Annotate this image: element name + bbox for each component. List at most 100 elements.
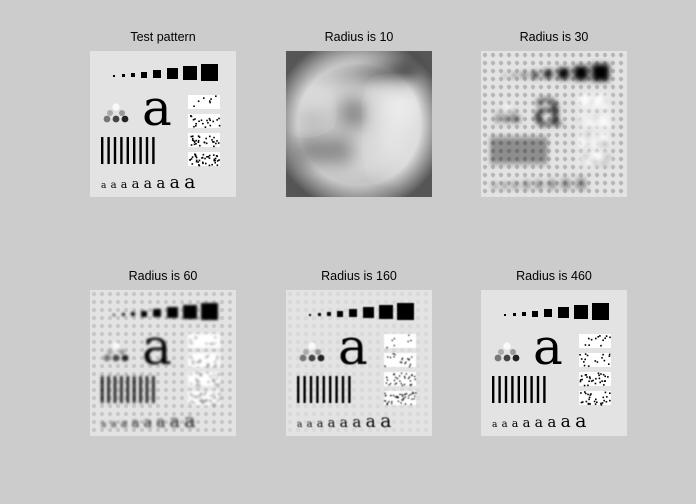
svg-text:a: a — [523, 416, 531, 431]
test-square — [183, 66, 197, 80]
svg-text:a: a — [101, 181, 107, 191]
svg-text:a: a — [492, 181, 498, 191]
test-square — [574, 66, 588, 80]
panel-title: Radius is 160 — [321, 269, 397, 283]
svg-text:a: a — [307, 419, 313, 430]
test-square — [131, 73, 135, 77]
svg-text:a: a — [352, 413, 361, 431]
panel-title: Radius is 460 — [516, 269, 592, 283]
svg-text:a: a — [121, 417, 128, 430]
test-square — [183, 305, 197, 319]
svg-text:a: a — [297, 420, 303, 430]
svg-text:a: a — [101, 420, 107, 430]
test-square — [522, 312, 526, 316]
test-square — [122, 74, 125, 77]
panel-title: Radius is 60 — [128, 269, 198, 283]
svg-text:a: a — [575, 171, 586, 193]
svg-text:a: a — [132, 416, 140, 431]
test-square — [122, 313, 125, 316]
test-square — [532, 311, 538, 317]
test-square — [513, 74, 516, 77]
svg-text:a: a — [535, 176, 543, 192]
test-square — [153, 309, 161, 317]
test-pattern-image: aa a a a a a a a — [90, 51, 236, 197]
test-square — [574, 305, 588, 319]
test-square — [167, 68, 178, 79]
test-square — [592, 303, 609, 320]
test-square — [504, 314, 506, 316]
panel-title: Radius is 10 — [324, 30, 394, 44]
test-square — [318, 313, 321, 316]
test-square — [558, 307, 569, 318]
test-square — [592, 64, 609, 81]
svg-text:a: a — [533, 79, 563, 137]
svg-text:a: a — [340, 415, 348, 431]
test-square — [558, 68, 569, 79]
svg-text:a: a — [111, 419, 117, 430]
svg-text:a: a — [121, 178, 128, 191]
test-square — [379, 305, 393, 319]
svg-text:a: a — [561, 173, 571, 193]
svg-text:a: a — [366, 412, 376, 432]
svg-text:a: a — [512, 178, 519, 191]
svg-text:a: a — [328, 416, 336, 431]
filtered-image-radius-460: aa a a a a a a a — [481, 290, 627, 436]
test-square — [544, 309, 552, 317]
panel-title: Radius is 30 — [519, 30, 589, 44]
svg-text:a: a — [142, 79, 172, 137]
svg-text:a: a — [144, 176, 152, 192]
test-square — [544, 70, 552, 78]
filtered-image-radius-160: aa a a a a a a a — [286, 290, 432, 436]
test-square — [113, 75, 115, 77]
svg-text:a: a — [132, 177, 140, 192]
test-square — [532, 72, 538, 78]
test-square — [363, 307, 374, 318]
svg-text:a: a — [502, 419, 508, 430]
filtered-image-radius-30: aa a a a a a a a — [481, 51, 627, 197]
svg-text:a: a — [547, 413, 556, 431]
svg-text:a: a — [575, 410, 586, 432]
svg-text:a: a — [156, 413, 165, 431]
svg-text:a: a — [561, 412, 571, 432]
test-square — [131, 312, 135, 316]
svg-text:a: a — [144, 415, 152, 431]
svg-text:a: a — [142, 318, 172, 376]
svg-text:a: a — [111, 180, 117, 191]
svg-text:a: a — [170, 173, 180, 193]
svg-text:a: a — [184, 410, 195, 432]
filtered-image-radius-60: aa a a a a a a a — [90, 290, 236, 436]
test-square — [141, 311, 147, 317]
test-square — [167, 307, 178, 318]
svg-text:a: a — [338, 318, 368, 376]
test-square — [337, 311, 343, 317]
test-square — [309, 314, 311, 316]
test-square — [113, 314, 115, 316]
svg-text:a: a — [512, 417, 519, 430]
svg-text:a: a — [502, 180, 508, 191]
svg-text:a: a — [492, 420, 498, 430]
test-square — [327, 312, 331, 316]
svg-text:a: a — [523, 177, 531, 192]
test-square — [504, 75, 506, 77]
svg-text:a: a — [380, 410, 391, 432]
svg-text:a: a — [317, 417, 324, 430]
svg-text:a: a — [184, 171, 195, 193]
test-square — [141, 72, 147, 78]
panel-title: Test pattern — [130, 30, 196, 44]
test-square — [397, 303, 414, 320]
svg-text:a: a — [535, 415, 543, 431]
test-square — [513, 313, 516, 316]
test-square — [201, 64, 218, 81]
svg-text:a: a — [547, 174, 556, 192]
test-square — [522, 73, 526, 77]
svg-text:a: a — [156, 174, 165, 192]
svg-text:a: a — [170, 412, 180, 432]
